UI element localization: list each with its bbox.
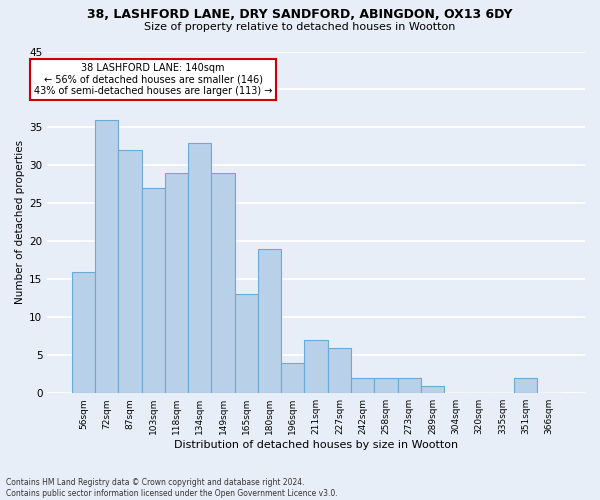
Bar bbox=[235, 294, 258, 393]
Bar bbox=[258, 249, 281, 393]
Bar bbox=[421, 386, 444, 393]
Bar bbox=[95, 120, 118, 393]
Bar bbox=[118, 150, 142, 393]
Y-axis label: Number of detached properties: Number of detached properties bbox=[15, 140, 25, 304]
Bar bbox=[211, 173, 235, 393]
Text: 38 LASHFORD LANE: 140sqm
← 56% of detached houses are smaller (146)
43% of semi-: 38 LASHFORD LANE: 140sqm ← 56% of detach… bbox=[34, 63, 272, 96]
Bar bbox=[514, 378, 537, 393]
Bar bbox=[374, 378, 398, 393]
Bar bbox=[304, 340, 328, 393]
X-axis label: Distribution of detached houses by size in Wootton: Distribution of detached houses by size … bbox=[174, 440, 458, 450]
Bar bbox=[165, 173, 188, 393]
Text: Contains HM Land Registry data © Crown copyright and database right 2024.
Contai: Contains HM Land Registry data © Crown c… bbox=[6, 478, 338, 498]
Bar bbox=[328, 348, 351, 393]
Bar bbox=[281, 363, 304, 393]
Bar bbox=[72, 272, 95, 393]
Bar bbox=[142, 188, 165, 393]
Text: 38, LASHFORD LANE, DRY SANDFORD, ABINGDON, OX13 6DY: 38, LASHFORD LANE, DRY SANDFORD, ABINGDO… bbox=[87, 8, 513, 20]
Text: Size of property relative to detached houses in Wootton: Size of property relative to detached ho… bbox=[145, 22, 455, 32]
Bar bbox=[398, 378, 421, 393]
Bar bbox=[188, 142, 211, 393]
Bar bbox=[351, 378, 374, 393]
